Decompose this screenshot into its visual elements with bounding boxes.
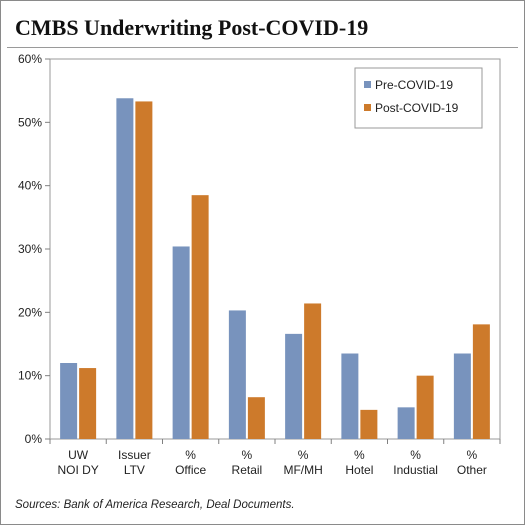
bar-post-covid [304,303,322,439]
bar-post-covid [416,375,434,439]
y-tick-label: 30% [18,242,42,256]
bar-pre-covid [228,310,246,439]
bar-pre-covid [397,407,415,439]
x-category-label: % Retail [232,448,263,477]
bar-pre-covid [453,353,471,439]
source-note: Sources: Bank of America Research, Deal … [15,499,295,511]
bar-pre-covid [60,363,78,439]
x-category-label: Issuer LTV [118,448,151,477]
y-tick-label: 10% [18,369,42,383]
x-category-label: UW NOI DY [57,448,98,477]
bars [60,98,490,440]
x-category-label: % Other [457,448,487,477]
x-axis: UW NOI DY Issuer LTV % Office % Retail % MF/MH % Ho… [49,439,501,477]
y-tick-label: 20% [18,305,42,319]
x-category-label: % MF/MH [283,448,322,477]
legend-swatch [364,81,371,88]
legend-label: Pre-COVID-19 [375,78,453,92]
chart-title: CMBS Underwriting Post-COVID-19 [15,15,369,40]
y-axis: 0% 10% 20% 30% 40% 50% 60% [18,52,501,446]
legend-label: Post-COVID-19 [375,101,459,115]
y-tick-label: 0% [25,432,43,446]
legend-swatch [364,104,371,111]
bar-post-covid [472,324,490,439]
bar-pre-covid [285,333,303,439]
legend-box [354,67,483,129]
bar-pre-covid [116,98,134,440]
x-category-label: % Office [175,448,206,477]
bar-post-covid [360,409,378,439]
bar-post-covid [79,368,97,439]
bar-pre-covid [172,246,190,439]
bar-post-covid [247,397,265,439]
legend: Pre-COVID-19 Post-COVID-19 [354,67,483,129]
x-category-label: % Industial [393,448,438,477]
y-tick-label: 40% [18,179,42,193]
y-tick-label: 60% [18,52,42,66]
title-divider [7,47,518,48]
y-tick-label: 50% [18,115,42,129]
bar-post-covid [191,195,209,439]
x-category-label: % Hotel [345,448,373,477]
bar-pre-covid [341,353,359,439]
bar-post-covid [135,101,153,439]
